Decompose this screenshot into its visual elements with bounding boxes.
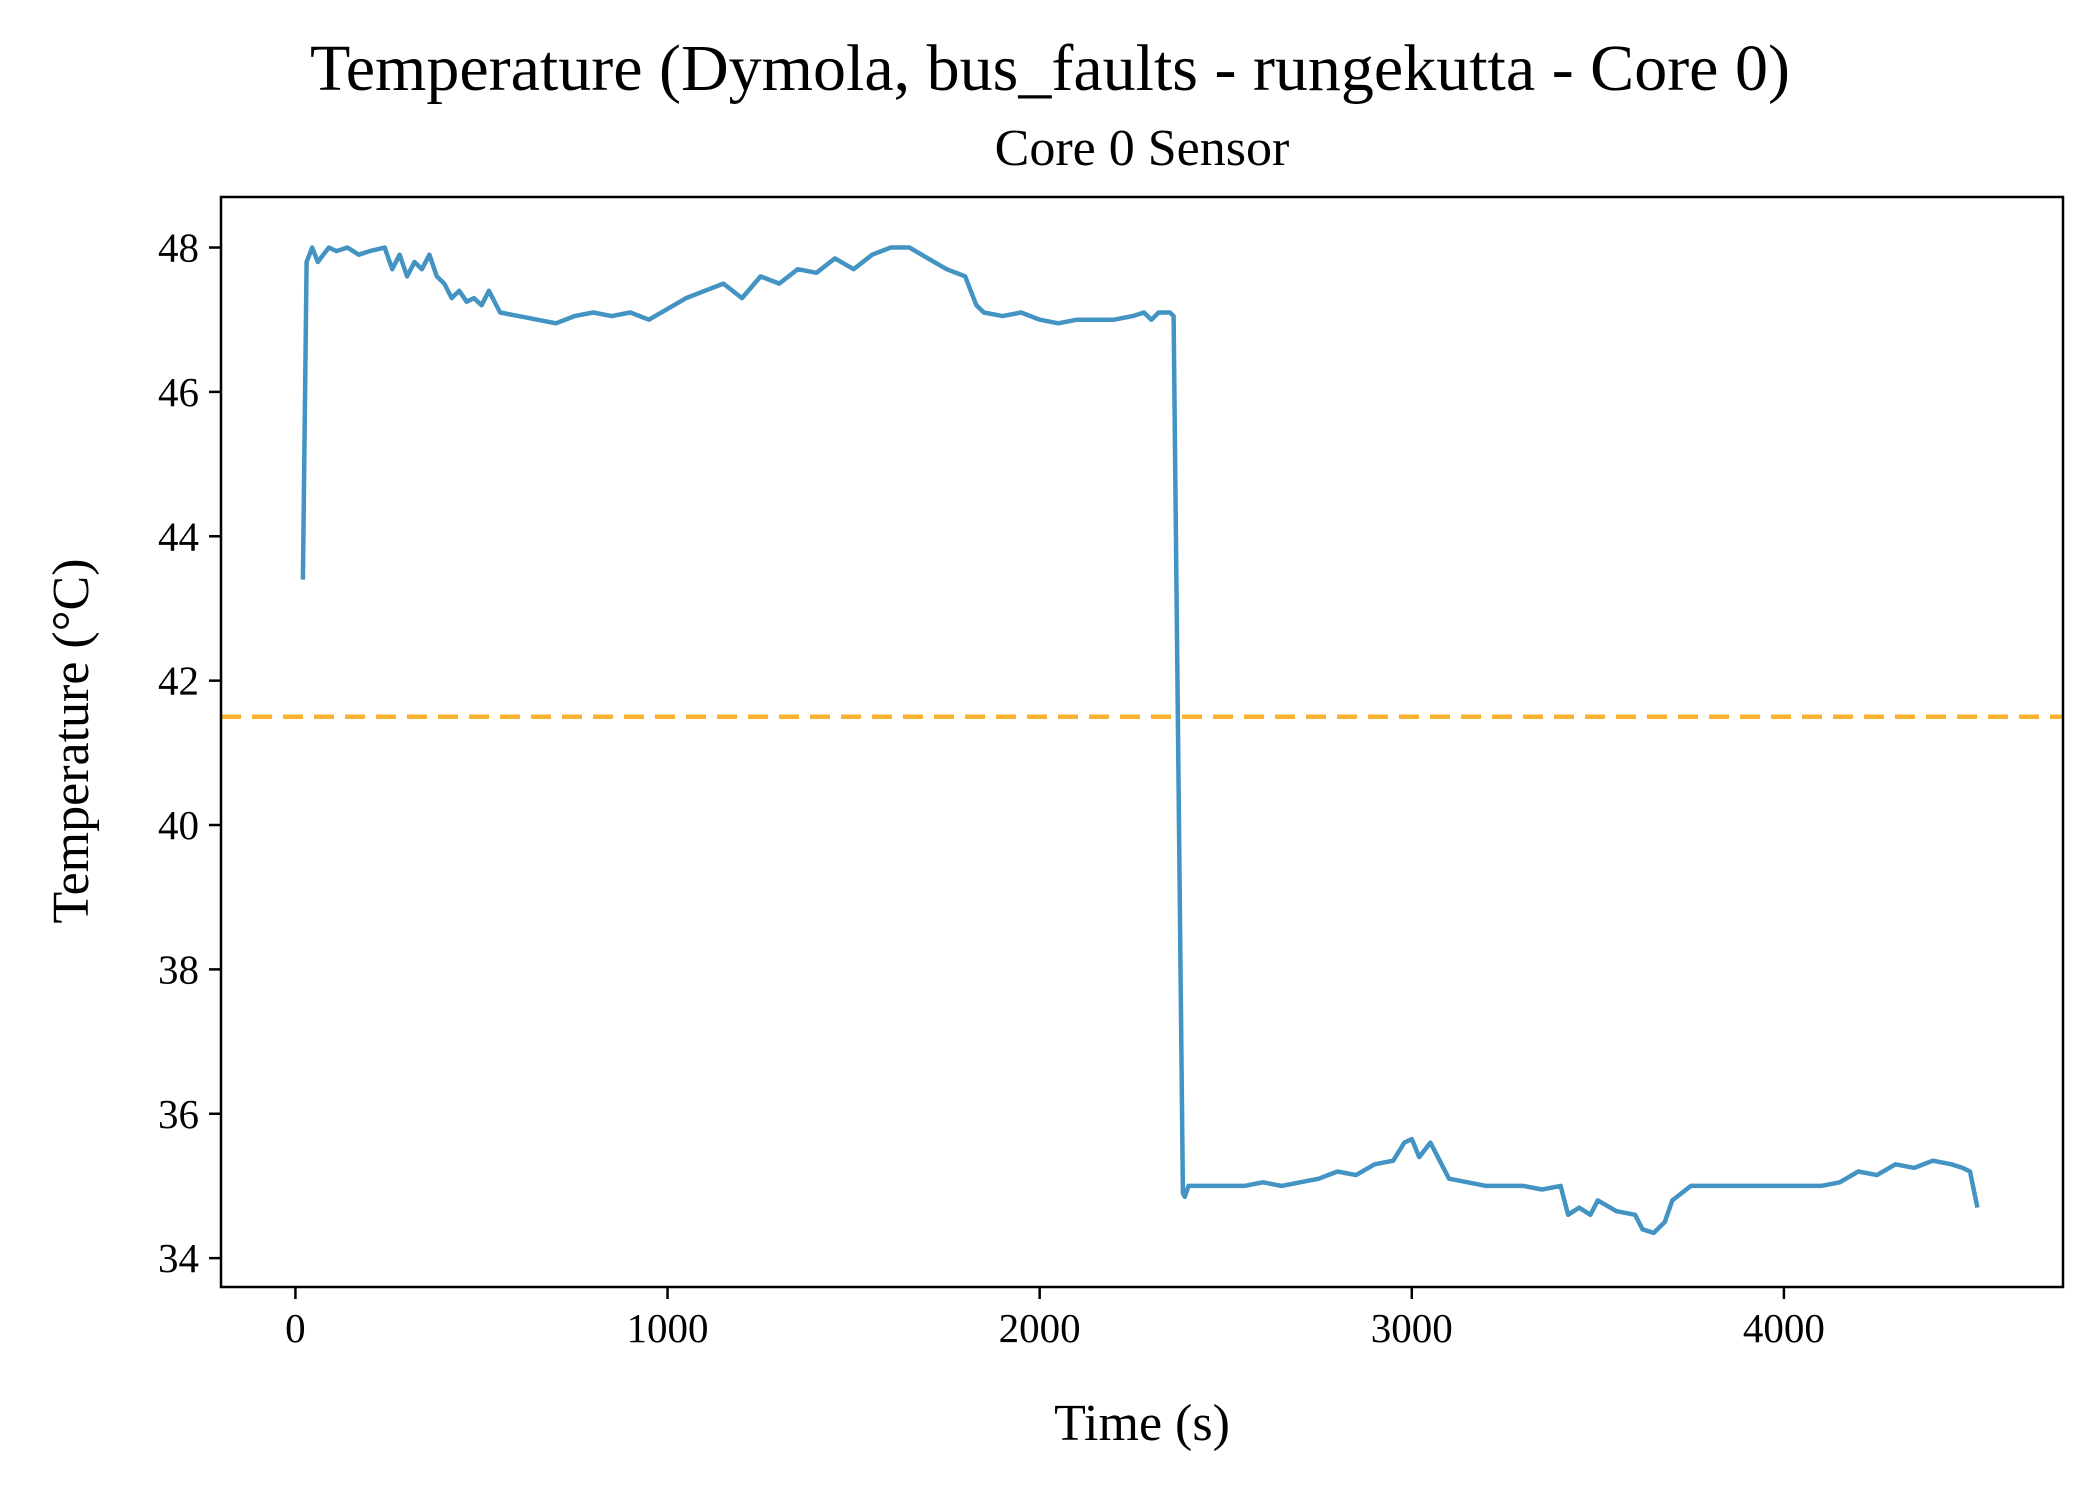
y-tick-label: 48 — [158, 225, 199, 271]
y-tick-label: 36 — [158, 1091, 199, 1137]
chart-title: Temperature (Dymola, bus_faults - rungek… — [310, 32, 1790, 105]
y-axis-label: Temperature (°C) — [43, 558, 100, 923]
y-tick-label: 40 — [158, 802, 199, 848]
y-tick-label: 44 — [158, 513, 199, 559]
plot-area: 0 1000 2000 3000 4000 34 36 38 40 42 44 46 48 — [158, 195, 2065, 1351]
series-line-0 — [300, 245, 1980, 1236]
y-tick-label: 42 — [158, 658, 199, 704]
x-tick-label: 2000 — [999, 1305, 1081, 1351]
plot-frame — [219, 195, 2065, 1289]
x-tick-label: 0 — [285, 1305, 306, 1351]
y-tick-label: 34 — [158, 1235, 199, 1281]
x-axis-label: Time (s) — [1054, 1395, 1230, 1452]
y-tick-label: 46 — [158, 369, 199, 415]
x-tick-label: 4000 — [1743, 1305, 1825, 1351]
chart-subtitle: Core 0 Sensor — [995, 120, 1290, 177]
y-tick-label: 38 — [158, 946, 199, 992]
x-tick-label: 1000 — [627, 1305, 709, 1351]
x-tick-label: 3000 — [1371, 1305, 1453, 1351]
